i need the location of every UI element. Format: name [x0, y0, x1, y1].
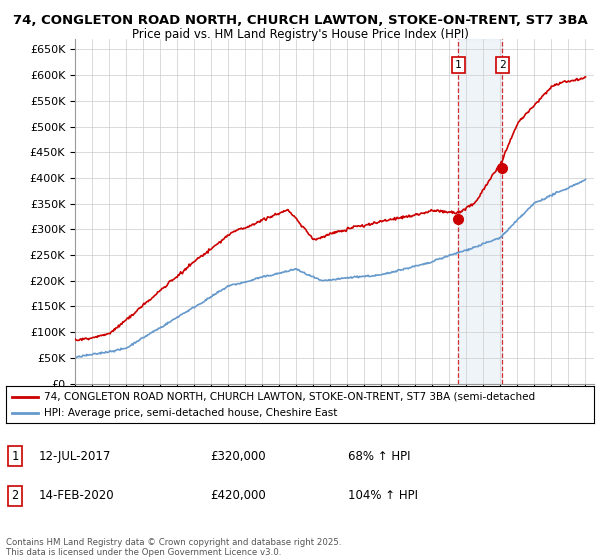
Text: 14-FEB-2020: 14-FEB-2020 [39, 489, 115, 502]
Text: HPI: Average price, semi-detached house, Cheshire East: HPI: Average price, semi-detached house,… [44, 408, 338, 418]
Text: 74, CONGLETON ROAD NORTH, CHURCH LAWTON, STOKE-ON-TRENT, ST7 3BA (semi-detached: 74, CONGLETON ROAD NORTH, CHURCH LAWTON,… [44, 391, 535, 402]
Text: Price paid vs. HM Land Registry's House Price Index (HPI): Price paid vs. HM Land Registry's House … [131, 28, 469, 41]
Text: Contains HM Land Registry data © Crown copyright and database right 2025.
This d: Contains HM Land Registry data © Crown c… [6, 538, 341, 557]
Text: 104% ↑ HPI: 104% ↑ HPI [348, 489, 418, 502]
Text: 12-JUL-2017: 12-JUL-2017 [39, 450, 112, 463]
Text: £420,000: £420,000 [210, 489, 266, 502]
Text: 2: 2 [499, 60, 506, 70]
Text: 68% ↑ HPI: 68% ↑ HPI [348, 450, 410, 463]
Bar [458, 39, 502, 384]
Text: 1: 1 [11, 450, 19, 463]
Text: 74, CONGLETON ROAD NORTH, CHURCH LAWTON, STOKE-ON-TRENT, ST7 3BA: 74, CONGLETON ROAD NORTH, CHURCH LAWTON,… [13, 14, 587, 27]
Text: £320,000: £320,000 [210, 450, 266, 463]
Text: 2: 2 [11, 489, 19, 502]
Text: 1: 1 [455, 60, 462, 70]
